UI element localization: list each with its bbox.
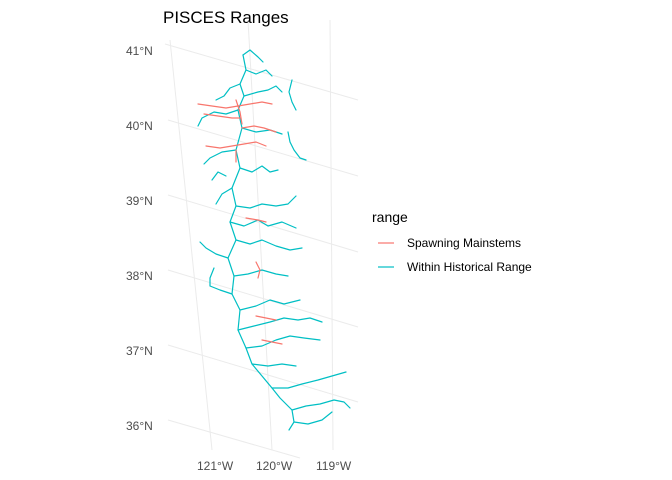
river-segment bbox=[203, 113, 241, 119]
river-mainstem bbox=[227, 54, 295, 431]
river-segment bbox=[197, 101, 273, 109]
lat-gridline-37 bbox=[167, 344, 359, 403]
river-branch bbox=[241, 127, 283, 135]
legend-label-spawning-mainstems: Spawning Mainstems bbox=[407, 236, 521, 250]
lat-gridline-38 bbox=[167, 269, 359, 328]
river-branch bbox=[233, 269, 289, 277]
river-branch bbox=[271, 371, 347, 389]
river-segment bbox=[241, 125, 277, 133]
river-segment bbox=[261, 339, 283, 345]
river-branch bbox=[235, 239, 303, 251]
river-branch bbox=[251, 363, 297, 367]
river-branch bbox=[243, 85, 283, 97]
series-spawning-mainstems bbox=[197, 99, 283, 345]
lat-tick-label: 39°N bbox=[126, 194, 153, 208]
legend-title: range bbox=[372, 209, 408, 225]
lat-tick-label: 41°N bbox=[126, 44, 153, 58]
lat-tick-label: 36°N bbox=[126, 419, 153, 433]
river-branch bbox=[245, 69, 273, 77]
river-segment bbox=[245, 217, 267, 223]
legend-label-within-historical-range: Within Historical Range bbox=[407, 260, 532, 274]
river-segment bbox=[255, 261, 261, 279]
lat-tick-label: 37°N bbox=[126, 344, 153, 358]
lat-tick-label: 38°N bbox=[126, 269, 153, 283]
river-branch bbox=[242, 49, 264, 63]
river-segment bbox=[205, 141, 267, 149]
river-branch bbox=[215, 83, 241, 101]
legend: range Spawning Mainstems Within Historic… bbox=[372, 209, 532, 274]
river-branch bbox=[288, 79, 297, 111]
river-branch bbox=[197, 109, 239, 127]
lon-tick-labels: 121°W 120°W 119°W bbox=[197, 459, 352, 473]
lon-gridline-121 bbox=[169, 39, 213, 451]
river-branch bbox=[293, 411, 333, 425]
lon-tick-label: 119°W bbox=[316, 459, 352, 473]
map-title: PISCES Ranges bbox=[163, 8, 289, 27]
lon-tick-label: 120°W bbox=[256, 459, 293, 473]
river-segment bbox=[255, 315, 277, 321]
river-branch bbox=[235, 195, 297, 209]
river-branch bbox=[239, 299, 301, 311]
lat-gridline-40 bbox=[167, 119, 359, 177]
river-branch bbox=[237, 317, 323, 331]
river-branch bbox=[245, 335, 321, 349]
river-segment bbox=[235, 99, 243, 125]
river-branch bbox=[229, 219, 297, 229]
river-branch bbox=[239, 165, 279, 173]
lon-gridline-119 bbox=[329, 19, 334, 451]
series-within-historical-range bbox=[197, 49, 351, 431]
river-branch bbox=[291, 399, 351, 411]
river-branch bbox=[199, 241, 229, 259]
river-branch bbox=[211, 171, 227, 181]
lat-tick-label: 40°N bbox=[126, 119, 153, 133]
lon-tick-label: 121°W bbox=[197, 459, 234, 473]
lat-tick-labels: 41°N 40°N 39°N 38°N 37°N 36°N bbox=[126, 44, 153, 433]
river-branch bbox=[215, 187, 233, 205]
river-branch bbox=[203, 149, 237, 165]
river-branch bbox=[287, 131, 307, 161]
lat-gridline-36 bbox=[167, 419, 301, 459]
river-branch bbox=[209, 267, 233, 295]
lon-gridline-120 bbox=[247, 19, 273, 451]
graticule bbox=[164, 19, 359, 459]
